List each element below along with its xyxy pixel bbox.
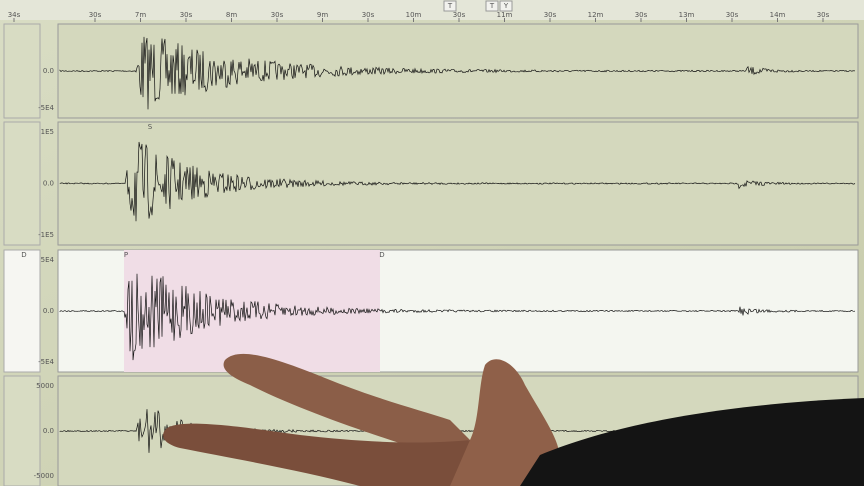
scale-label: 1E5 [41, 128, 54, 136]
time-label: 30s [453, 11, 466, 19]
toolbar-label: T [489, 2, 495, 10]
scale-label: -5E4 [38, 358, 54, 366]
scale-label: 5000 [36, 382, 54, 390]
time-axis: 34s 30s 7m 30s 8m 30s 9m 30s 10m 30s 11m 30s 12m 30s 1… [8, 11, 830, 22]
time-label: 10m [406, 11, 422, 19]
label-box [3, 249, 41, 373]
scale-label: 0.0 [43, 180, 54, 188]
label-box [3, 23, 41, 119]
label-box [3, 375, 41, 486]
time-label: 13m [679, 11, 695, 19]
traces: 0.0 -5E4 1E5 0.0 -1E5 S 5E4 0.0 -5E4 P D D 5000 0.0 -5… [3, 23, 859, 486]
time-label: 30s [726, 11, 739, 19]
thumb [450, 359, 560, 486]
scale-label: 0.0 [43, 307, 54, 315]
scale-label: 0.0 [43, 67, 54, 75]
time-label: 11m [497, 11, 513, 19]
toolbar-button[interactable] [485, 0, 499, 12]
phase-label: S [148, 123, 153, 131]
time-label: 30s [89, 11, 102, 19]
waveform [59, 141, 856, 222]
toolbar-label: T [447, 2, 453, 10]
toolbar-bar [0, 0, 864, 20]
waveform [59, 36, 856, 110]
toolbar-label: Y [503, 2, 509, 10]
time-label: 30s [180, 11, 193, 19]
toolbar-button[interactable] [443, 0, 457, 12]
time-label: 30s [817, 11, 830, 19]
phase-label: D [21, 251, 26, 259]
time-label: 30s [635, 11, 648, 19]
time-label: 8m [226, 11, 237, 19]
phase-label: P [124, 251, 128, 259]
scale-label: -5E4 [38, 104, 54, 112]
sleeve [520, 398, 864, 486]
trace-panel [57, 23, 859, 119]
scale-label: 5E4 [41, 256, 55, 264]
time-label: 12m [588, 11, 604, 19]
time-label: 30s [271, 11, 284, 19]
time-label: 30s [362, 11, 375, 19]
time-label: 9m [317, 11, 328, 19]
waveform [59, 273, 856, 361]
time-label: 7m [135, 11, 146, 19]
finger [163, 423, 520, 486]
phase-label: D [379, 251, 384, 259]
toolbar-button[interactable] [499, 0, 513, 12]
scale-label: 0.0 [43, 427, 54, 435]
time-label: 14m [770, 11, 786, 19]
hand [163, 353, 864, 486]
finger [223, 353, 470, 450]
label-box [3, 121, 41, 246]
scale-label: -5000 [34, 472, 54, 480]
scale-label: -1E5 [38, 231, 54, 239]
time-label: 30s [544, 11, 557, 19]
time-label: 34s [8, 11, 21, 19]
